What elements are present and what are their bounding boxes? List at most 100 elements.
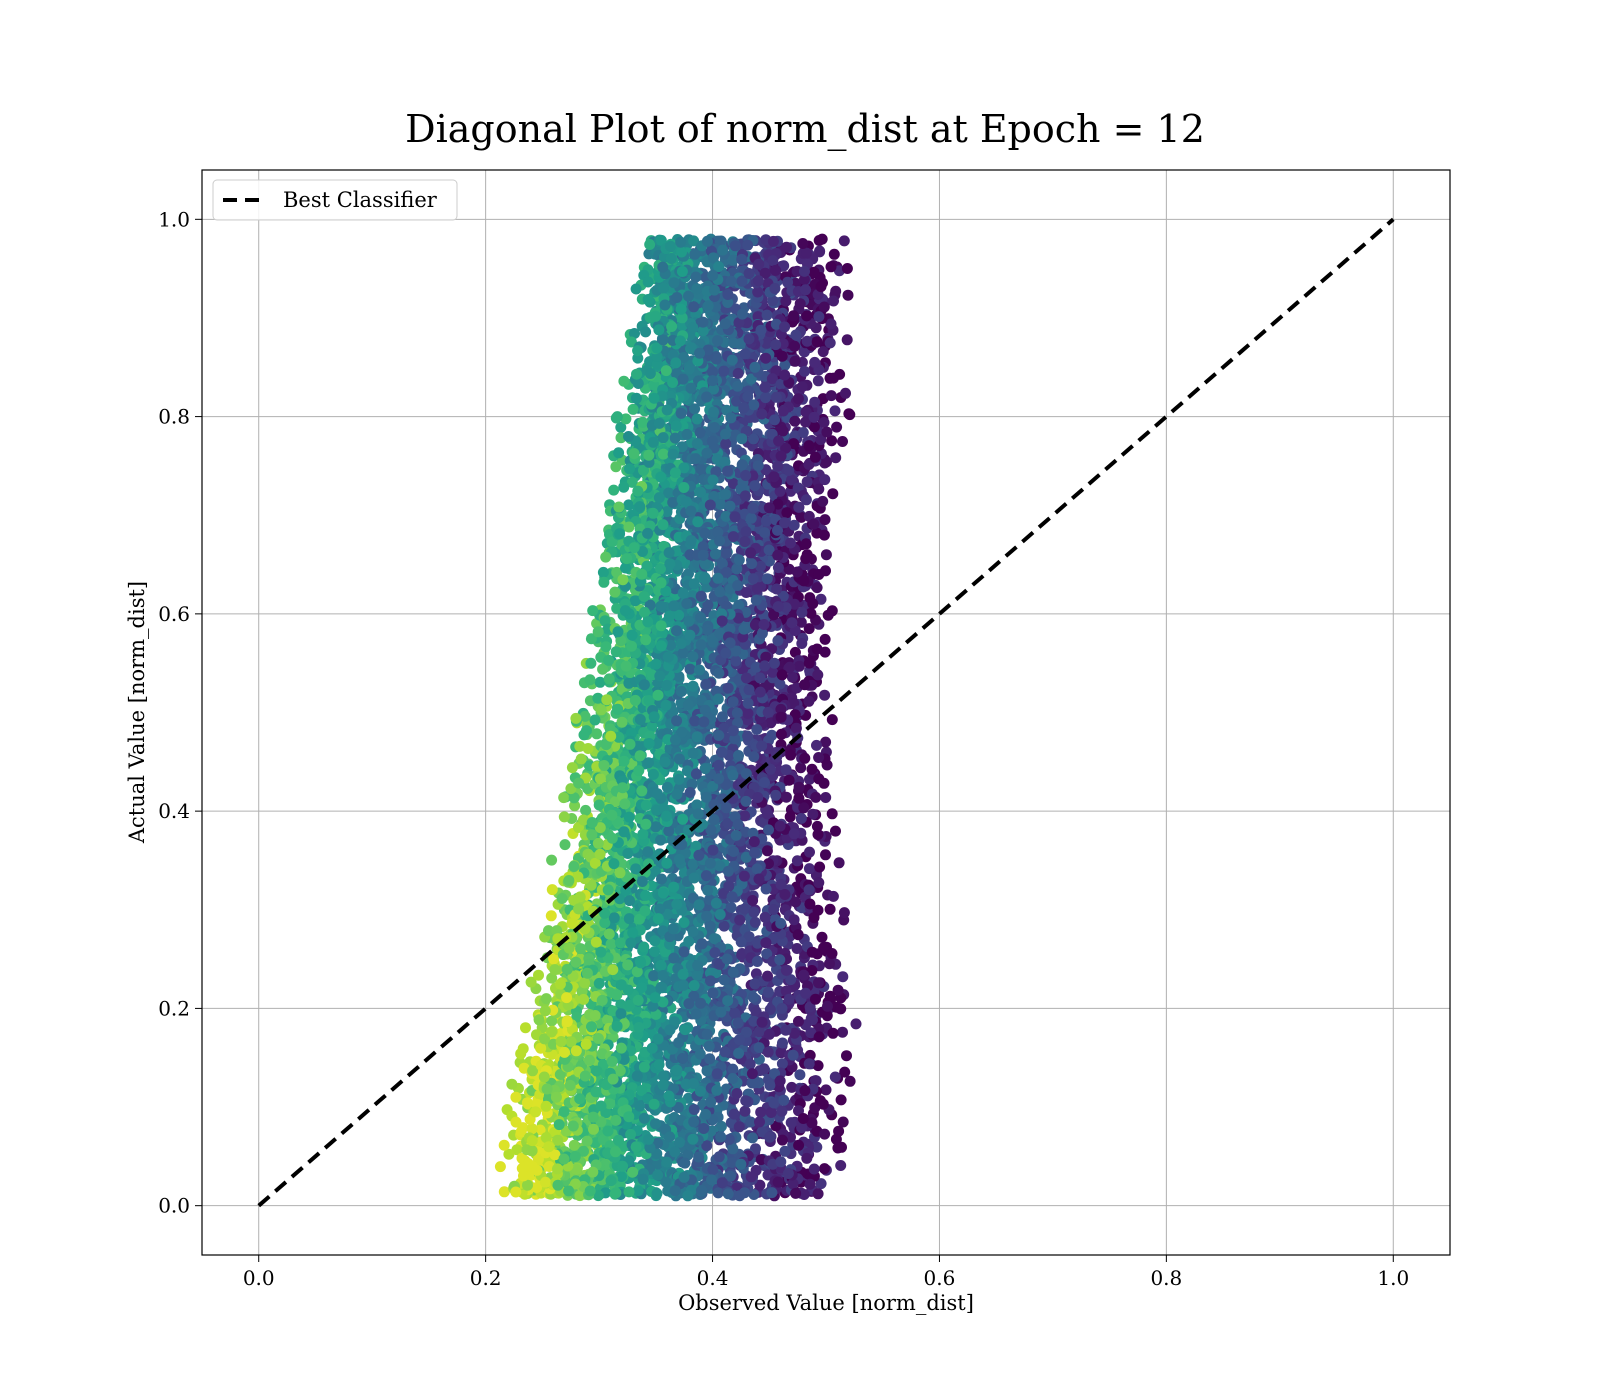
scatter-point: [520, 1022, 531, 1034]
scatter-point: [795, 762, 807, 774]
scatter-point: [540, 993, 552, 1005]
scatter-point: [683, 935, 695, 947]
scatter-point: [691, 799, 703, 811]
scatter-point: [807, 808, 819, 820]
scatter-point: [751, 724, 763, 735]
scatter-point: [776, 1058, 788, 1070]
scatter-point: [739, 1105, 751, 1117]
scatter-point: [673, 670, 685, 682]
scatter-point: [799, 752, 811, 764]
scatter-point: [688, 578, 700, 590]
scatter-point: [820, 849, 831, 861]
scatter-point: [819, 474, 831, 486]
scatter-point: [796, 1122, 808, 1134]
scatter-point: [609, 586, 621, 598]
scatter-point: [571, 1011, 583, 1023]
scatter-point: [827, 890, 839, 902]
scatter-point: [811, 1141, 823, 1153]
scatter-point: [747, 1132, 758, 1144]
scatter-point: [795, 812, 807, 824]
scatter-point: [830, 825, 841, 837]
scatter-point: [835, 1094, 847, 1106]
scatter-point: [850, 1018, 862, 1030]
scatter-point: [546, 884, 558, 896]
scatter-point: [824, 903, 836, 915]
scatter-points: [494, 233, 862, 1202]
scatter-point: [568, 792, 580, 804]
scatter-point: [559, 839, 571, 851]
scatter-point: [817, 346, 829, 358]
scatter-point: [585, 657, 597, 669]
scatter-point: [727, 966, 739, 978]
scatter-point: [623, 499, 635, 511]
scatter-point: [591, 618, 603, 629]
scatter-point: [637, 416, 649, 428]
scatter-point: [806, 763, 818, 775]
scatter-point: [747, 827, 759, 839]
scatter-point: [510, 1116, 522, 1128]
scatter-point: [819, 1163, 830, 1175]
scatter-point: [713, 1151, 725, 1163]
scatter-point: [832, 984, 844, 996]
scatter-point: [575, 753, 587, 765]
scatter-point: [767, 295, 779, 307]
scatter-point: [627, 403, 639, 415]
scatter-point: [515, 1126, 527, 1138]
scatter-point: [792, 929, 804, 941]
scatter-point: [808, 266, 820, 278]
scatter-point: [521, 1097, 533, 1109]
scatter-point: [629, 328, 640, 339]
scatter-point: [599, 615, 611, 627]
scatter-point: [804, 1049, 816, 1061]
scatter-point: [747, 895, 759, 906]
scatter-point: [748, 836, 760, 848]
scatter-point: [715, 1120, 727, 1132]
scatter-point: [652, 1158, 663, 1170]
scatter-point: [556, 893, 568, 904]
scatter-point: [760, 337, 772, 349]
scatter-point: [606, 536, 618, 548]
scatter-point: [718, 920, 730, 932]
scatter-point: [837, 971, 849, 983]
scatter-point: [705, 1096, 717, 1108]
scatter-point: [825, 318, 837, 330]
scatter-point: [506, 1078, 518, 1090]
scatter-point: [816, 931, 828, 943]
scatter-point: [598, 576, 610, 588]
scatter-point: [641, 560, 653, 572]
scatter-point: [829, 405, 841, 417]
scatter-point: [718, 974, 730, 986]
scatter-point: [758, 1063, 770, 1075]
scatter-point: [826, 808, 838, 820]
scatter-point: [803, 623, 815, 635]
scatter-point: [830, 452, 842, 464]
scatter-point: [702, 599, 714, 611]
scatter-point: [754, 1179, 766, 1191]
scatter-point: [515, 1048, 527, 1060]
scatter-point: [811, 820, 823, 832]
scatter-point: [839, 1066, 851, 1078]
scatter-point: [752, 311, 764, 323]
scatter-point: [815, 1178, 827, 1190]
scatter-point: [629, 595, 641, 607]
scatter-point: [813, 311, 825, 323]
scatter-point: [821, 456, 832, 468]
scatter-point: [591, 728, 603, 740]
scatter-point: [728, 1108, 740, 1120]
scatter-point: [837, 1026, 848, 1038]
scatter-point: [810, 791, 822, 803]
scatter-point: [767, 235, 779, 247]
scatter-point: [786, 474, 797, 486]
scatter-point: [801, 247, 812, 259]
scatter-point: [844, 1075, 856, 1087]
scatter-point: [733, 1121, 745, 1133]
scatter-point: [510, 1091, 522, 1103]
scatter-point: [526, 1123, 538, 1135]
scatter-point: [820, 792, 832, 803]
scatter-point: [838, 235, 850, 247]
scatter-point: [761, 309, 773, 321]
scatter-point: [494, 1161, 506, 1173]
scatter-point: [808, 912, 820, 924]
scatter-point: [783, 465, 795, 476]
scatter-point: [779, 359, 791, 371]
